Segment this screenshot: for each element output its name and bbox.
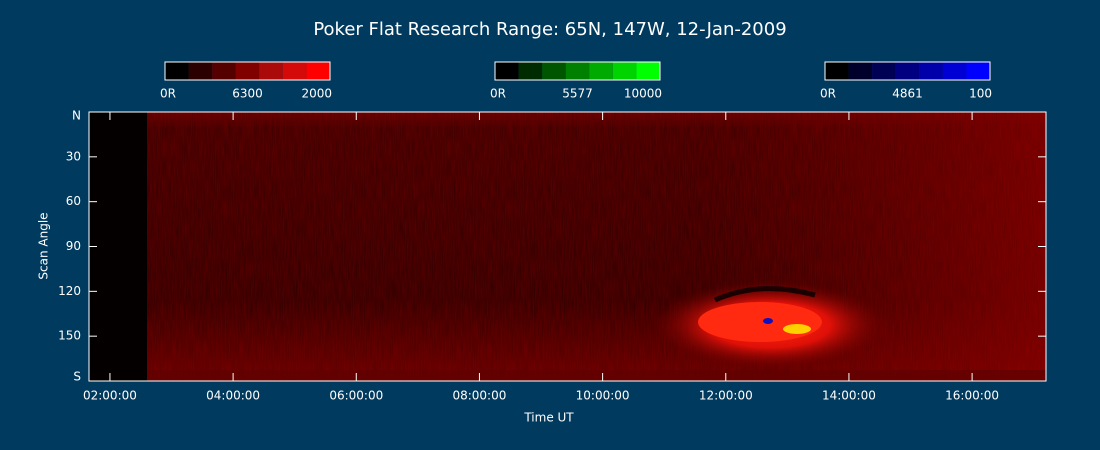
colorbar-segment (872, 62, 896, 80)
colorbar-segment (165, 62, 189, 80)
y-tick-label: N (72, 109, 81, 123)
x-axis-label: Time UT (523, 411, 574, 425)
colorbar-segment (565, 62, 590, 80)
y-tick-label: 150 (58, 329, 81, 343)
colorbar-segment (942, 62, 967, 80)
keogram-image (89, 112, 1046, 381)
colorbar-min: 0R (160, 87, 176, 101)
colorbar-frame (824, 61, 991, 81)
y-tick-label: 30 (66, 149, 81, 163)
colorbar-segment (306, 62, 330, 80)
colorbar-max: 100 (969, 87, 992, 101)
y-tick-label: S (73, 370, 81, 384)
colorbar-min: 0R (490, 87, 506, 101)
x-tick-label: 12:00:00 (699, 389, 753, 403)
colorbar-segment (895, 62, 920, 80)
x-tick-label: 16:00:00 (945, 389, 999, 403)
chart-title: Poker Flat Research Range: 65N, 147W, 12… (313, 19, 786, 40)
colorbar-segment (495, 62, 519, 80)
colorbar-segment (188, 62, 213, 80)
colorbar-segment (542, 62, 566, 80)
colorbar-max: 10000 (624, 87, 662, 101)
x-tick-label: 08:00:00 (452, 389, 506, 403)
colorbar-segment (518, 62, 543, 80)
colorbar-segment (825, 62, 849, 80)
colorbar-name: 5577 (562, 87, 593, 101)
colorbar-segment (636, 62, 660, 80)
colorbar-segment (589, 62, 613, 80)
colorbar-frame (164, 61, 331, 81)
colorbar-frame (494, 61, 661, 81)
x-tick-label: 02:00:00 (83, 389, 137, 403)
colorbar-name: 6300 (232, 87, 263, 101)
colorbar-segment (259, 62, 283, 80)
x-tick-label: 14:00:00 (822, 389, 876, 403)
y-axis-label: Scan Angle (37, 212, 51, 279)
colorbar-min: 0R (820, 87, 836, 101)
colorbar-max: 2000 (301, 87, 332, 101)
y-tick-label: 60 (66, 194, 81, 208)
colorbar-segment (235, 62, 260, 80)
x-tick-label: 04:00:00 (206, 389, 260, 403)
colorbar-segment (848, 62, 873, 80)
colorbar-segment (612, 62, 637, 80)
x-tick-label: 06:00:00 (329, 389, 383, 403)
colorbar-segment (212, 62, 236, 80)
y-tick-label: 120 (58, 284, 81, 298)
colorbar-name: 4861 (892, 87, 923, 101)
colorbar-segment (966, 62, 990, 80)
colorbar-segment (919, 62, 943, 80)
colorbar-segment (282, 62, 307, 80)
y-tick-label: 90 (66, 239, 81, 253)
x-tick-label: 10:00:00 (576, 389, 630, 403)
